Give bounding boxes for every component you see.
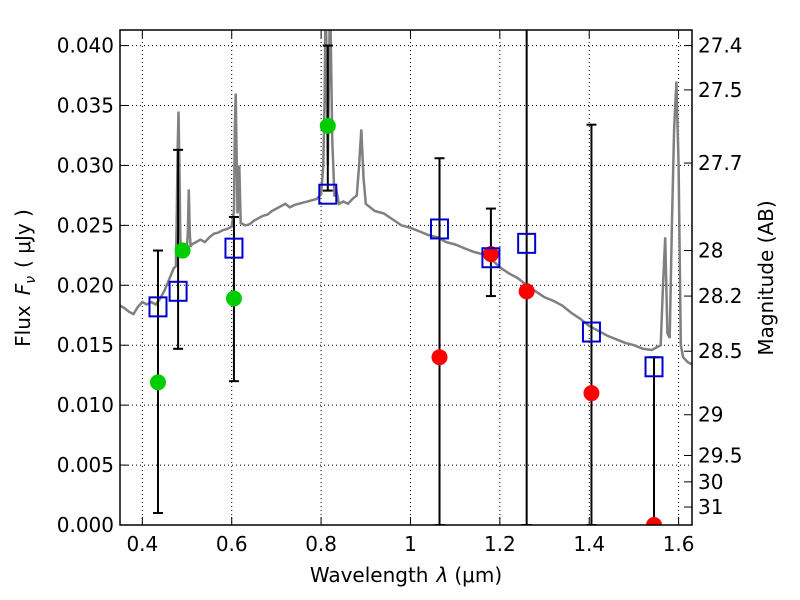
y-tick-label: 0.025 (57, 213, 114, 237)
y2-tick-label: 29.5 (698, 443, 743, 467)
y-axis-label-unit: ( μJy ) (11, 209, 35, 268)
y2-tick-label: 29 (698, 403, 723, 427)
model-photometry-box (644, 356, 664, 378)
y-axis-label-symbol: F (11, 283, 35, 295)
y-axis-label-text: Flux (11, 305, 35, 347)
observed-red-point (518, 283, 535, 300)
observed-green-point (319, 117, 336, 134)
model-photometry-box (148, 296, 168, 318)
observed-red-point (482, 246, 499, 263)
model-photometry-box (581, 321, 601, 343)
x-tick-label: 1.6 (663, 532, 695, 556)
y2-tick-label: 27.4 (698, 34, 743, 58)
observed-red-points (431, 246, 663, 525)
y2-tick-label: 28.5 (698, 339, 743, 363)
x-tick-label: 0.6 (216, 532, 248, 556)
x-tick-label: 1 (404, 532, 417, 556)
model-photometry-box (168, 280, 188, 302)
y-tick-label: 0.030 (57, 153, 114, 177)
x-tick-label: 0.4 (126, 532, 158, 556)
x-axis-label-unit: (μm) (454, 563, 502, 587)
y-tick-label: 0.005 (57, 453, 114, 477)
model-photometry-box (318, 183, 338, 205)
y-tick-label: 0.010 (57, 393, 114, 417)
y-tick-label: 0.000 (57, 513, 114, 537)
observed-red-point (646, 517, 663, 525)
x-axis-label-symbol: λ (436, 563, 449, 587)
observed-green-point (174, 242, 191, 259)
x-tick-label: 0.8 (305, 532, 337, 556)
observed-red-point (431, 349, 448, 366)
y2-tick-label: 30 (698, 470, 723, 494)
y2-axis-label: Magnitude (AB) (754, 200, 778, 355)
model-photometry-box (481, 247, 501, 269)
y-tick-label: 0.015 (57, 333, 114, 357)
model-photometry-box (224, 237, 244, 259)
x-tick-label: 1.4 (573, 532, 605, 556)
y-tick-label: 0.020 (57, 273, 114, 297)
plot-area (120, 30, 692, 525)
observed-green-point (149, 374, 166, 391)
observed-green-points (149, 117, 336, 391)
y-tick-label: 0.035 (57, 94, 114, 118)
y2-tick-label: 31 (698, 495, 723, 519)
x-axis-label-text: Wavelength (310, 563, 429, 587)
observed-red-point (583, 385, 600, 402)
y-tick-label: 0.040 (57, 34, 114, 58)
x-axis-label: Wavelength λ (μm) (310, 563, 502, 587)
y2-tick-label: 27.7 (698, 151, 743, 175)
model-photometry-box (517, 232, 537, 254)
plot-background (120, 30, 692, 525)
y-axis: 0.000 0.005 0.010 0.015 0.020 0.025 0.030 0.035… (57, 34, 128, 537)
y-axis-label: Flux Fν ( μJy ) (11, 209, 39, 347)
y2-tick-label: 28 (698, 239, 723, 263)
x-tick-label: 1.2 (484, 532, 516, 556)
y2-tick-label: 28.2 (698, 284, 743, 308)
observed-green-point (225, 290, 242, 307)
model-photometry-boxes (148, 183, 664, 378)
plot-frame (119, 29, 693, 526)
x-axis: 0.4 0.6 0.8 1 1.2 1.4 1.6 (126, 30, 695, 556)
y-axis-label-symbol-sub: ν (23, 276, 39, 284)
y2-tick-label: 27.5 (698, 78, 743, 102)
model-photometry-box (430, 218, 450, 240)
